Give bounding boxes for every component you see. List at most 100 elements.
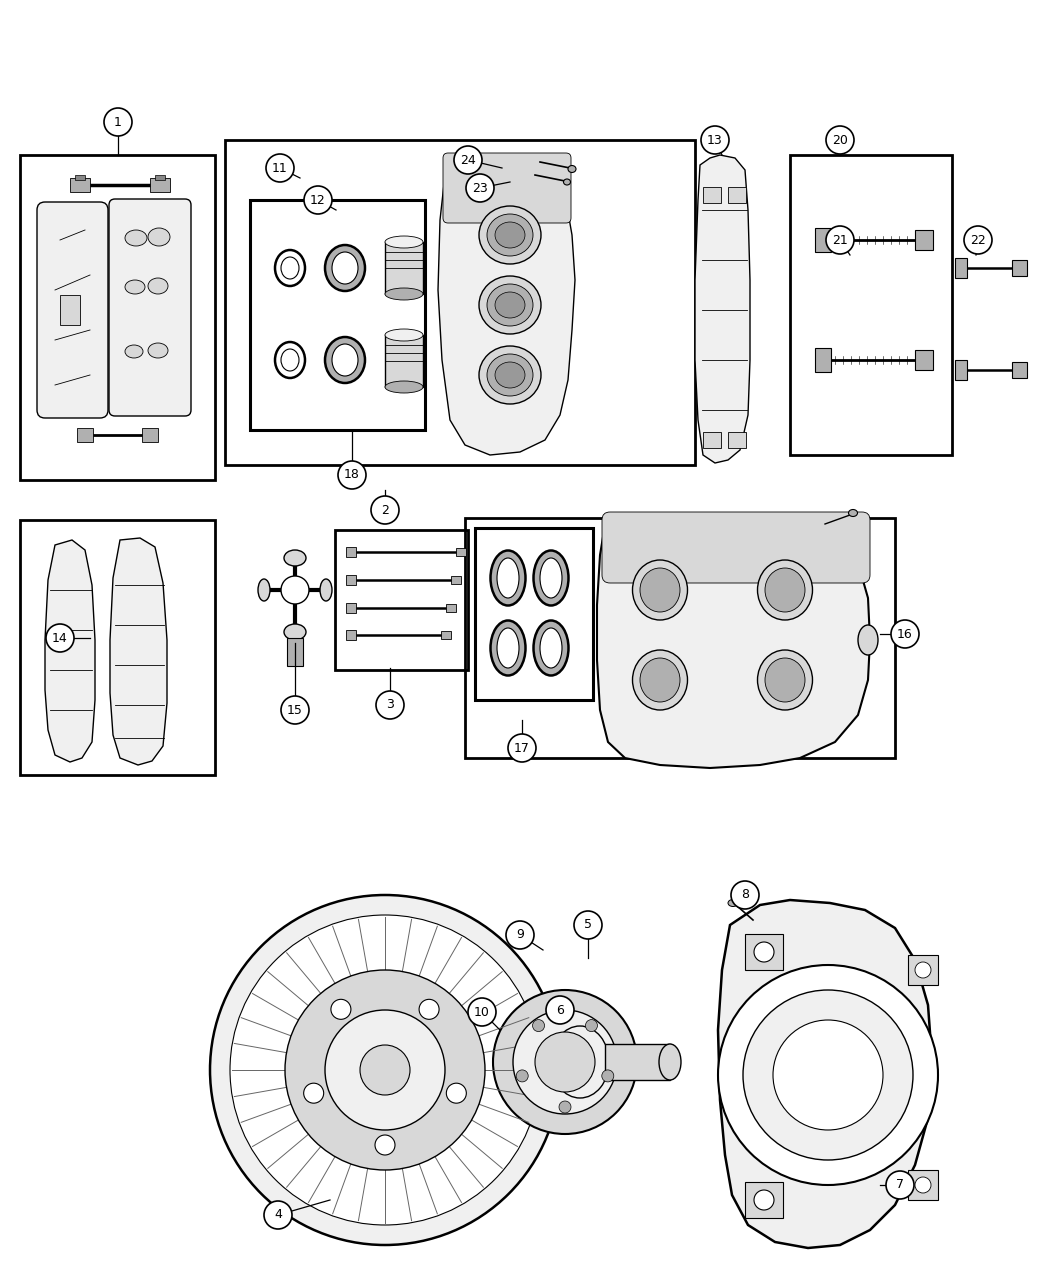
Ellipse shape	[495, 222, 525, 249]
Circle shape	[210, 895, 560, 1244]
Bar	[225, 140, 695, 465]
Circle shape	[104, 108, 132, 136]
Bar	[20, 156, 215, 479]
Circle shape	[468, 998, 496, 1026]
Circle shape	[303, 1084, 323, 1103]
Text: 1: 1	[114, 116, 122, 129]
Text: 7: 7	[896, 1178, 904, 1192]
Ellipse shape	[757, 560, 813, 620]
Circle shape	[266, 154, 294, 182]
Bar	[385, 242, 423, 295]
Text: 18: 18	[344, 468, 360, 482]
Bar	[956, 258, 967, 278]
Circle shape	[326, 1010, 445, 1130]
Bar	[1012, 260, 1027, 275]
Ellipse shape	[332, 344, 358, 376]
Circle shape	[559, 1102, 571, 1113]
Ellipse shape	[757, 650, 813, 710]
Circle shape	[446, 1084, 466, 1103]
Bar	[790, 156, 952, 455]
Circle shape	[46, 623, 74, 652]
Ellipse shape	[479, 207, 541, 264]
Bar	[142, 428, 157, 442]
Ellipse shape	[385, 288, 423, 300]
FancyBboxPatch shape	[443, 153, 571, 223]
Bar	[346, 603, 356, 613]
Text: 20: 20	[832, 134, 848, 147]
Bar	[385, 335, 423, 388]
Text: 16: 16	[897, 627, 912, 640]
Ellipse shape	[258, 579, 270, 601]
Ellipse shape	[490, 551, 525, 606]
Circle shape	[546, 996, 574, 1024]
Circle shape	[331, 1000, 351, 1019]
Bar	[150, 179, 170, 193]
FancyBboxPatch shape	[602, 513, 870, 583]
Ellipse shape	[281, 349, 299, 371]
Ellipse shape	[495, 292, 525, 317]
Bar	[60, 295, 80, 325]
Text: 11: 11	[272, 162, 288, 175]
Ellipse shape	[125, 230, 147, 246]
Bar	[728, 432, 746, 448]
Circle shape	[517, 1070, 528, 1082]
Circle shape	[536, 1031, 595, 1091]
Circle shape	[754, 942, 774, 963]
Ellipse shape	[495, 362, 525, 388]
Ellipse shape	[490, 621, 525, 676]
Circle shape	[718, 965, 938, 1184]
Circle shape	[371, 496, 399, 524]
Ellipse shape	[640, 567, 680, 612]
Circle shape	[891, 620, 919, 648]
Ellipse shape	[479, 346, 541, 404]
Text: 13: 13	[707, 134, 722, 147]
Circle shape	[230, 915, 540, 1225]
Text: 8: 8	[741, 889, 749, 901]
Ellipse shape	[540, 629, 562, 668]
Bar	[77, 428, 93, 442]
Bar	[335, 530, 468, 669]
Bar	[155, 175, 165, 180]
Ellipse shape	[385, 381, 423, 393]
Ellipse shape	[640, 658, 680, 703]
Circle shape	[281, 696, 309, 724]
Bar	[346, 575, 356, 585]
Bar	[75, 175, 85, 180]
Ellipse shape	[332, 252, 358, 284]
Ellipse shape	[540, 558, 562, 598]
Ellipse shape	[148, 228, 170, 246]
Ellipse shape	[765, 658, 805, 703]
Ellipse shape	[568, 166, 576, 172]
Bar	[746, 1182, 783, 1218]
Ellipse shape	[533, 621, 568, 676]
Text: 2: 2	[381, 504, 388, 516]
Circle shape	[375, 1135, 395, 1155]
Circle shape	[376, 691, 404, 719]
Ellipse shape	[385, 236, 423, 249]
Circle shape	[886, 1170, 914, 1198]
Text: 12: 12	[310, 194, 326, 207]
Circle shape	[304, 186, 332, 214]
Circle shape	[285, 970, 485, 1170]
Bar	[605, 1044, 670, 1080]
Circle shape	[743, 989, 914, 1160]
Bar	[704, 432, 721, 448]
Bar	[70, 179, 90, 193]
Text: 10: 10	[474, 1006, 490, 1019]
Circle shape	[773, 1020, 883, 1130]
Bar	[746, 935, 783, 970]
Circle shape	[586, 1020, 597, 1031]
Circle shape	[360, 1046, 410, 1095]
Text: 14: 14	[52, 631, 68, 644]
Ellipse shape	[326, 245, 365, 291]
Ellipse shape	[487, 214, 533, 256]
Text: 23: 23	[472, 181, 488, 195]
Circle shape	[826, 126, 854, 154]
Circle shape	[964, 226, 992, 254]
Bar	[346, 630, 356, 640]
Ellipse shape	[125, 346, 143, 358]
Ellipse shape	[497, 629, 519, 668]
Ellipse shape	[148, 278, 168, 295]
Polygon shape	[438, 156, 575, 455]
Bar	[908, 955, 938, 986]
